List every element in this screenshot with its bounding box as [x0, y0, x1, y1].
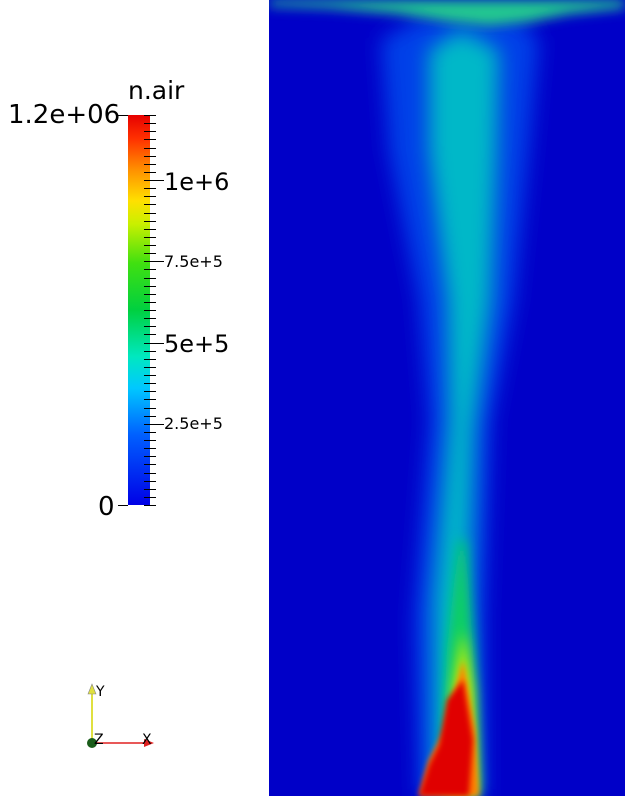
colorbar-tick — [144, 269, 156, 270]
colorbar-tick — [144, 156, 156, 157]
colorbar-tick — [144, 148, 156, 149]
colorbar-tick — [144, 196, 156, 197]
colorbar-tick — [144, 115, 156, 116]
legend-title: n.air — [128, 76, 185, 105]
plume-cyan — [429, 30, 499, 796]
colorbar-tick — [144, 245, 156, 246]
colorbar-tick — [144, 367, 156, 368]
colorbar-tick — [144, 278, 156, 279]
colorbar-tick — [144, 229, 156, 230]
colorbar-tick — [144, 497, 156, 498]
colorbar-tick — [144, 440, 156, 441]
x-axis-label: X — [142, 732, 152, 748]
colorbar-tick — [144, 310, 156, 311]
legend-max-label: 1.2e+06 — [8, 100, 121, 130]
colorbar-tick — [144, 489, 156, 490]
x-axis-arrow — [144, 739, 154, 747]
colorbar-tick — [144, 318, 156, 319]
colorbar-major-tick — [150, 261, 164, 262]
colorbar-tick — [144, 204, 156, 205]
colorbar-tick — [144, 164, 156, 165]
plume — [381, 18, 539, 796]
colorbar-tick — [144, 473, 156, 474]
colorbar-major-tick — [150, 180, 164, 181]
colorbar-tick — [144, 131, 156, 132]
legend-min-label: 0 — [98, 492, 115, 522]
colorbar-tick — [144, 481, 156, 482]
top-cap — [269, 0, 625, 26]
colorbar-tick — [144, 253, 156, 254]
colorbar-major-tick — [118, 115, 128, 116]
colorbar-tick — [144, 359, 156, 360]
colorbar-tick — [144, 432, 156, 433]
colorbar-tick — [144, 416, 156, 417]
color-bar — [128, 115, 150, 505]
colorbar-tick — [144, 391, 156, 392]
colorbar-tick — [144, 221, 156, 222]
colorbar-tick — [144, 213, 156, 214]
colorbar-tick — [144, 448, 156, 449]
y-axis-arrow — [87, 683, 97, 695]
colorbar-tick — [144, 375, 156, 376]
colorbar-tick — [144, 351, 156, 352]
colorbar-tick — [144, 294, 156, 295]
colorbar-major-tick — [150, 343, 164, 344]
colorbar-major-tick — [150, 424, 164, 425]
colorbar-tick — [144, 408, 156, 409]
colorbar-tick — [144, 456, 156, 457]
colorbar-tick — [144, 188, 156, 189]
z-axis-dot — [87, 738, 97, 748]
plume-red — [419, 680, 473, 796]
colorbar-tick — [144, 302, 156, 303]
colorbar-tick — [144, 286, 156, 287]
colorbar-tick — [144, 172, 156, 173]
legend-label-2-5e5: 2.5e+5 — [164, 414, 223, 433]
legend-label-1e6: 1e+6 — [164, 168, 230, 196]
colorbar-tick — [144, 464, 156, 465]
colorbar-tick — [144, 326, 156, 327]
colorbar-tick — [144, 237, 156, 238]
colorbar-tick — [144, 505, 156, 506]
colorbar-tick — [144, 383, 156, 384]
legend-label-5e5: 5e+5 — [164, 330, 230, 358]
orientation-axes: Y X Z — [87, 683, 154, 748]
legend-label-7-5e5: 7.5e+5 — [164, 252, 223, 271]
colorbar-tick — [144, 123, 156, 124]
colorbar-tick — [144, 139, 156, 140]
colorbar-tick — [144, 399, 156, 400]
y-axis-label: Y — [95, 684, 105, 700]
concentration-field — [269, 0, 625, 796]
colorbar-tick — [144, 334, 156, 335]
colorbar-major-tick — [118, 505, 128, 506]
z-axis-label: Z — [94, 732, 104, 748]
